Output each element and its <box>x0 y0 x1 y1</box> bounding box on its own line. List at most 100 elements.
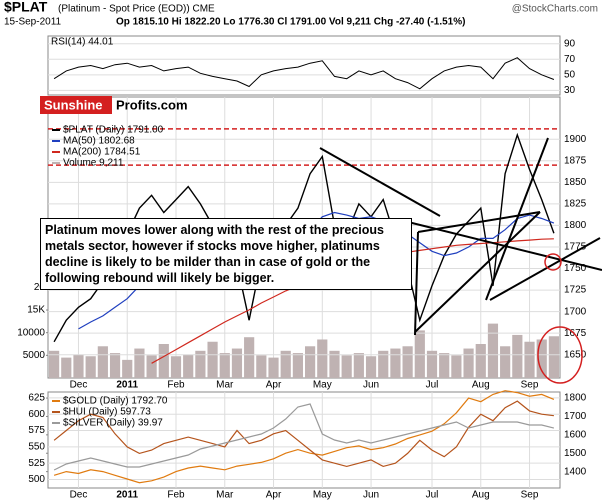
volume-bar <box>487 323 499 378</box>
volume-bar <box>256 355 267 378</box>
volume-bar <box>512 334 523 378</box>
y-tick-label: 575 <box>28 425 45 436</box>
x-tick-label: Dec <box>70 490 88 501</box>
highlight <box>544 253 562 271</box>
x-tick-label: Mar <box>216 490 234 501</box>
line <box>53 390 555 484</box>
volume-bar <box>378 350 389 378</box>
volume-bar <box>244 337 255 378</box>
y-tick-label: 625 <box>28 393 45 404</box>
y-tick-label: 600 <box>28 409 45 420</box>
date: 15-Sep-2011 <box>4 17 62 28</box>
x-tick-label: Sep <box>521 490 539 501</box>
logo-second: Profits.com <box>116 97 188 112</box>
x-tick-label: May <box>313 490 332 501</box>
line <box>53 57 555 90</box>
y-tick-label: 1600 <box>564 429 587 440</box>
panel <box>47 35 561 96</box>
x-tick-label: Aug <box>472 380 490 391</box>
volume-bar <box>536 339 547 378</box>
volume-bar <box>170 356 182 378</box>
x-tick-label: Sep <box>521 380 539 391</box>
y-tick-label: 525 <box>28 458 45 469</box>
volume-bar <box>231 348 243 378</box>
legend-entry: $GOLD (Daily) 1792.70 <box>63 396 168 407</box>
trend-line <box>414 231 419 336</box>
panel <box>47 391 561 489</box>
volume-bar <box>524 341 535 378</box>
y-tick-label: 5000 <box>23 350 46 361</box>
y-tick-label: 1400 <box>564 466 587 477</box>
volume-bar <box>207 341 218 378</box>
y-tick-label: 1900 <box>564 134 587 145</box>
y-tick-label: 1875 <box>564 155 587 166</box>
y-tick-label: 1500 <box>564 448 587 459</box>
x-tick-label: 2011 <box>116 380 138 391</box>
y-tick-label: 1725 <box>564 285 587 296</box>
volume-bar <box>109 353 121 378</box>
x-tick-label: Jul <box>426 380 439 391</box>
volume-bar <box>365 356 377 378</box>
x-tick-label: Apr <box>266 380 282 391</box>
x-tick-label: Mar <box>216 380 234 391</box>
volume-bar <box>390 348 401 378</box>
annotation: Platinum moves lower along with the rest… <box>40 218 412 290</box>
y-tick-label: 1775 <box>564 242 587 253</box>
volume-bar <box>548 336 559 378</box>
x-tick-label: Jun <box>363 380 379 391</box>
y-tick-label: 90 <box>564 38 576 49</box>
symbol: $PLAT <box>4 0 48 15</box>
y-tick-label: 20 <box>34 282 46 293</box>
y-tick-label: 1800 <box>564 393 587 404</box>
volume-bar <box>463 348 474 378</box>
quote: Op 1815.10 Hi 1822.20 Lo 1776.30 Cl 1791… <box>116 17 465 28</box>
y-tick-label: 550 <box>28 441 45 452</box>
trend-line <box>399 219 602 271</box>
y-tick-label: 1800 <box>564 220 587 231</box>
volume-bar <box>183 354 194 378</box>
volume-bar <box>268 357 279 378</box>
logo-first: Sunshine <box>44 97 103 112</box>
line <box>53 403 555 471</box>
line <box>53 132 555 343</box>
volume-bar <box>292 353 303 378</box>
volume-bar <box>426 350 438 378</box>
volume-bar <box>122 359 133 378</box>
y-tick-label: 1675 <box>564 328 587 339</box>
x-tick-label: Feb <box>167 490 185 501</box>
y-tick-label: 1650 <box>564 349 587 360</box>
line <box>53 400 554 468</box>
x-tick-label: Jul <box>426 490 439 501</box>
legend-entry: Volume 9,211 <box>63 158 124 169</box>
y-tick-label: 15K <box>27 305 45 316</box>
y-tick-label: 30 <box>564 85 576 96</box>
volume-bar <box>134 348 145 378</box>
volume-bar <box>85 356 96 378</box>
volume-bar <box>341 355 352 378</box>
description: (Platinum - Spot Price (EOD)) CME <box>58 4 215 15</box>
x-tick-label: Dec <box>70 380 88 391</box>
volume-bar <box>317 339 328 378</box>
trend-line <box>489 237 601 301</box>
y-tick-label: 1700 <box>564 411 587 422</box>
x-tick-label: Apr <box>266 490 282 501</box>
trend-line <box>485 137 549 301</box>
x-tick-label: Jun <box>363 490 379 501</box>
volume-bar <box>353 353 364 378</box>
volume-bar <box>146 355 157 378</box>
legend-entry: MA(50) 1802.68 <box>63 136 135 147</box>
y-tick-label: 1850 <box>564 177 587 188</box>
y-tick-label: 10000 <box>17 327 45 338</box>
volume-bar <box>402 346 413 378</box>
volume-bar <box>329 350 340 378</box>
volume-bar <box>158 344 169 378</box>
volume-bar <box>97 346 108 378</box>
volume-bar <box>61 357 72 378</box>
volume-bar <box>280 350 291 378</box>
y-tick-label: 70 <box>564 54 576 65</box>
y-tick-label: 1700 <box>564 306 587 317</box>
x-tick-label: Feb <box>167 380 185 391</box>
volume-bar <box>73 354 84 378</box>
y-tick-label: 500 <box>28 474 45 485</box>
